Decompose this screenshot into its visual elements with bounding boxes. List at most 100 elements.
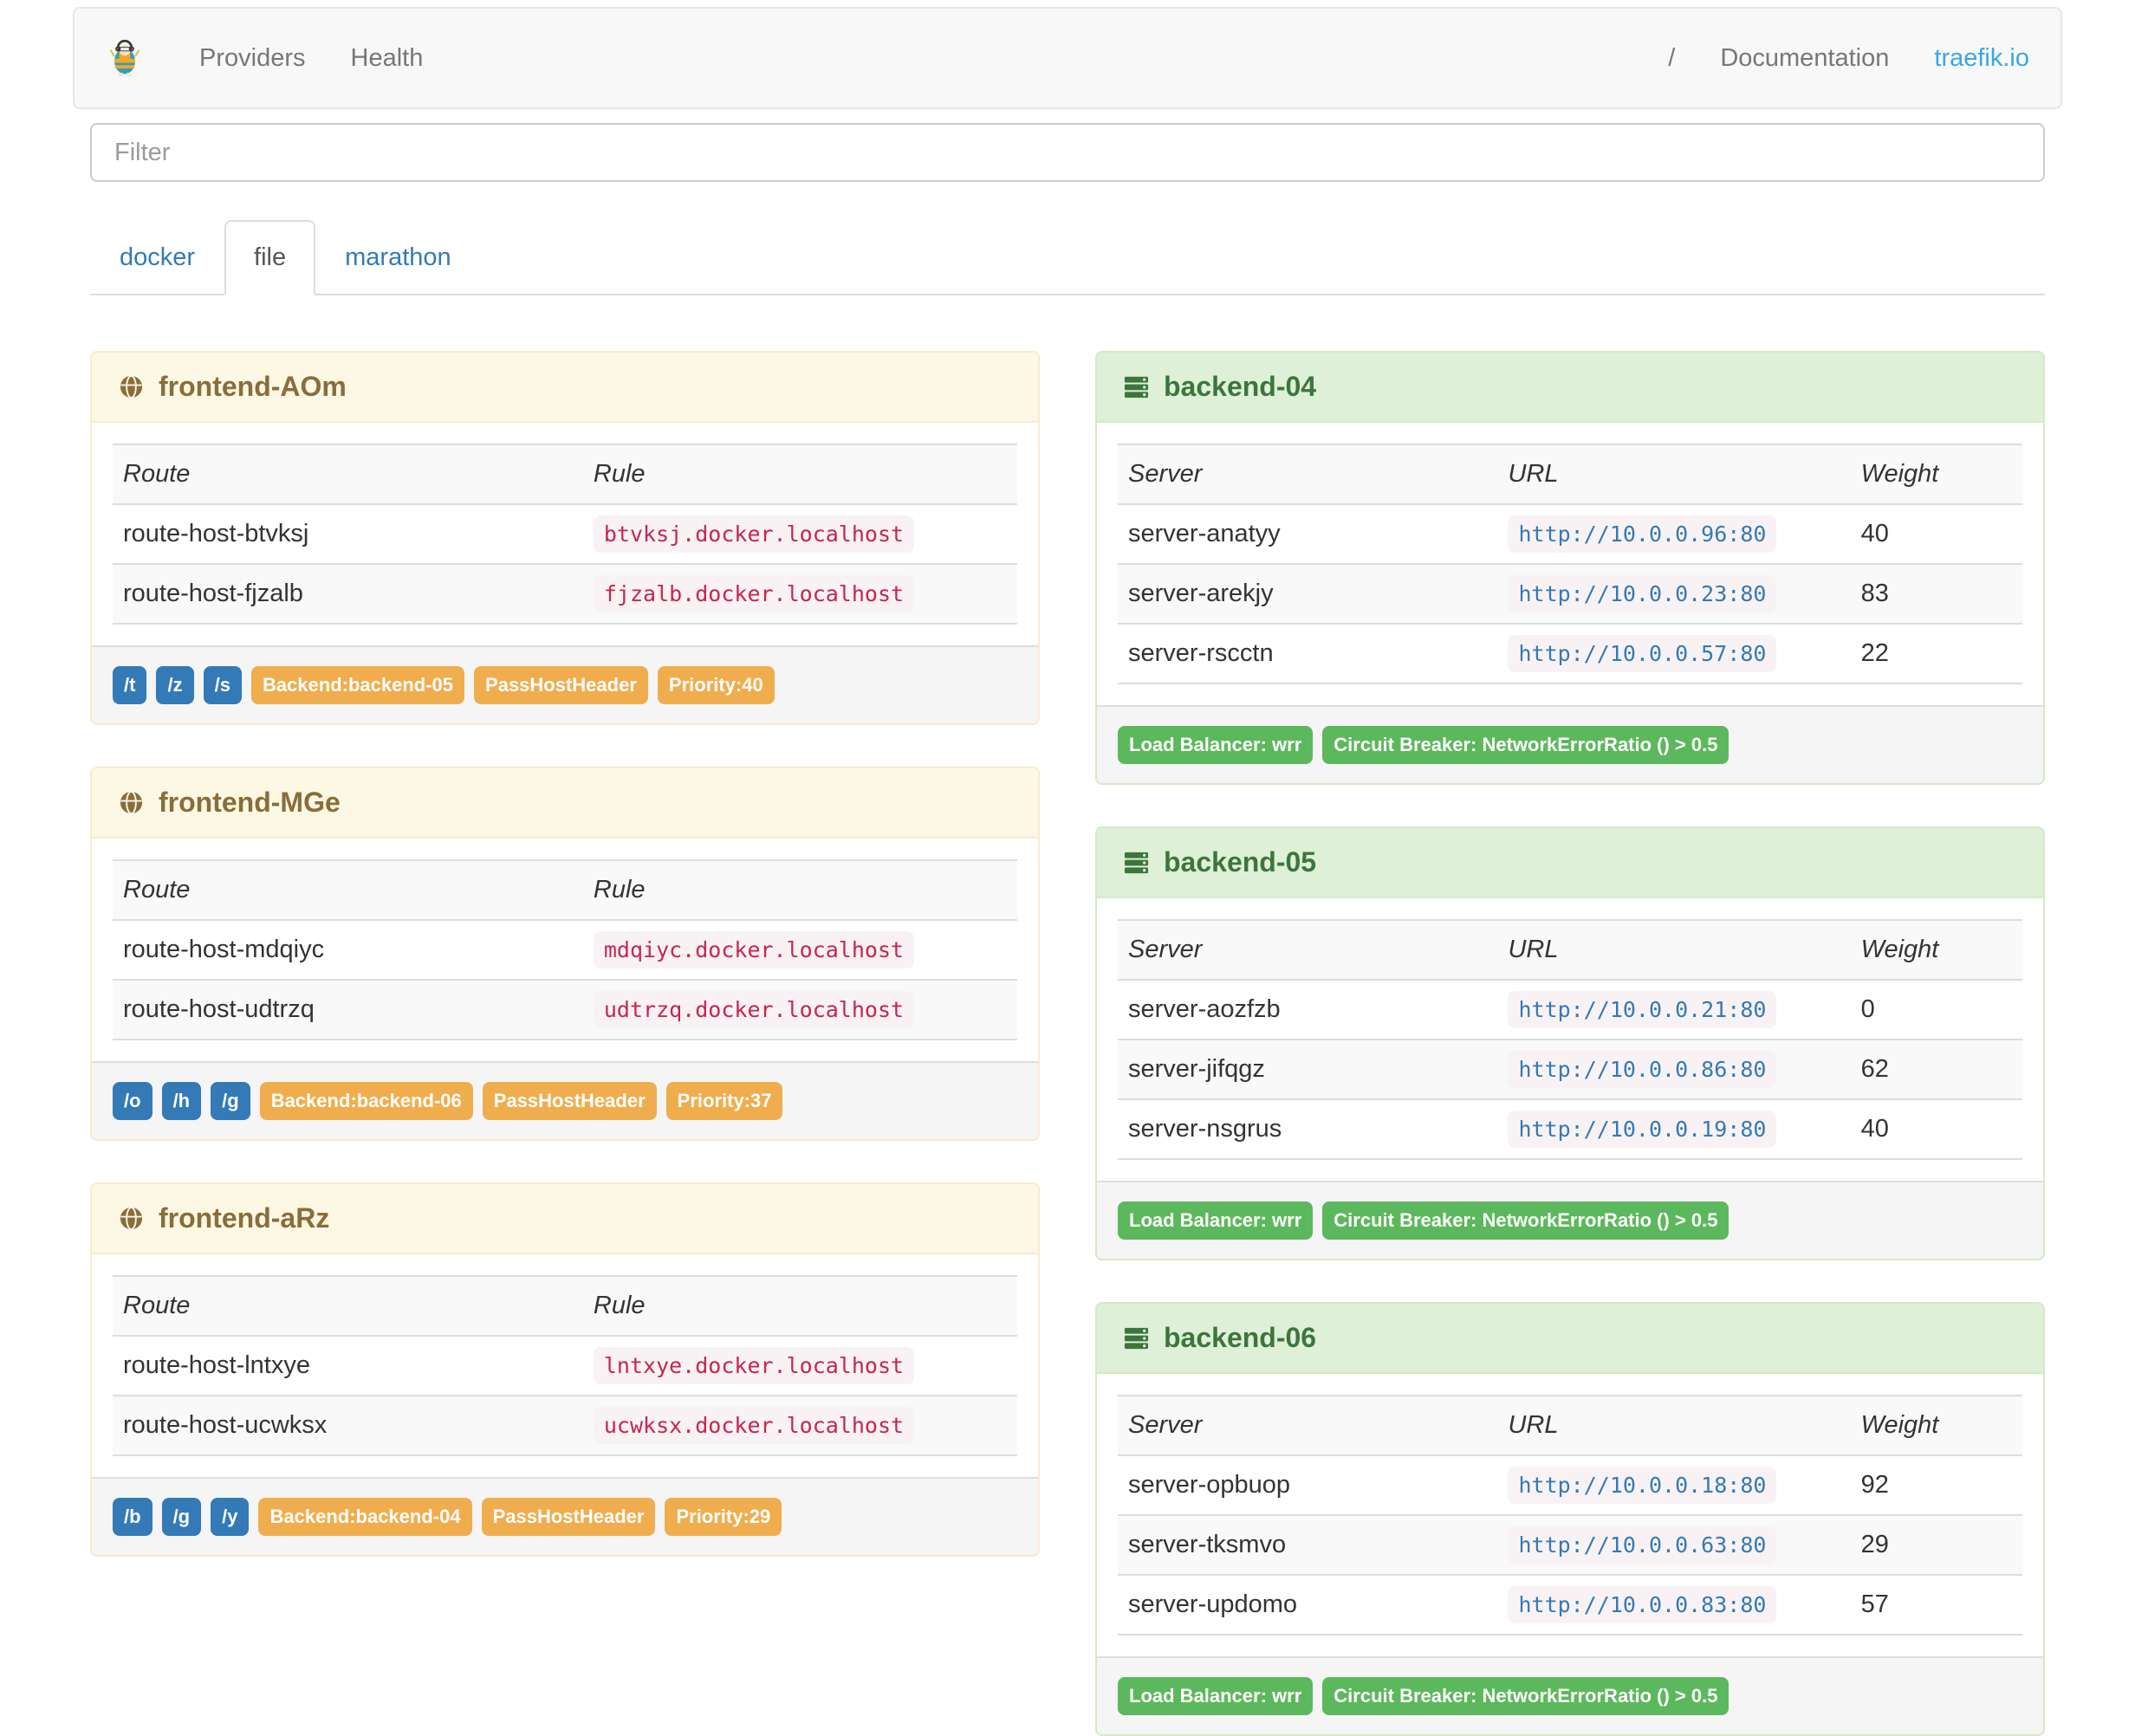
backend-title: backend-05 <box>1164 846 1317 878</box>
frontend-card-header: frontend-MGe <box>92 768 1038 839</box>
server-weight: 0 <box>1860 995 1875 1024</box>
server-icon <box>1123 849 1150 876</box>
server-url-link[interactable]: http://10.0.0.63:80 <box>1508 1526 1777 1564</box>
nav-link-health[interactable]: Health <box>350 43 424 72</box>
servers-table: Server URL Weight server-anatyy http://1… <box>1118 444 2022 685</box>
server-name: server-opbuop <box>1128 1471 1290 1500</box>
server-url-link[interactable]: http://10.0.0.23:80 <box>1508 575 1777 613</box>
servers-table: Server URL Weight server-aozfzb http://1… <box>1118 919 2022 1161</box>
entry-point-badge: /b <box>113 1498 152 1537</box>
load-balancer-tag: Load Balancer: wrr <box>1118 1202 1314 1240</box>
filter-input[interactable] <box>90 123 2045 182</box>
servers-col-server: Server <box>1128 1411 1203 1440</box>
frontend-card-header: frontend-AOm <box>92 353 1038 424</box>
table-row: server-opbuop http://10.0.0.18:80 92 <box>1118 1455 2022 1515</box>
entry-point-badge: /h <box>161 1082 202 1121</box>
globe-icon <box>118 373 145 400</box>
tab-marathon[interactable]: marathon <box>345 243 451 271</box>
server-icon <box>1123 1325 1150 1351</box>
route-name: route-host-fjzalb <box>123 580 303 608</box>
server-name: server-arekjy <box>1128 580 1274 608</box>
routes-col-route: Route <box>123 1292 191 1320</box>
nav-link-documentation[interactable]: Documentation <box>1720 43 1890 72</box>
nav-link-providers[interactable]: Providers <box>199 43 306 72</box>
server-url-link[interactable]: http://10.0.0.18:80 <box>1508 1467 1777 1505</box>
route-name: route-host-lntxye <box>123 1351 310 1380</box>
backend-card-footer: Load Balancer: wrr Circuit Breaker: Netw… <box>1097 1181 2043 1260</box>
servers-col-url: URL <box>1508 1411 1559 1440</box>
table-row: server-aozfzb http://10.0.0.21:80 0 <box>1118 980 2022 1040</box>
table-row: route-host-mdqiyc mdqiyc.docker.localhos… <box>113 920 1017 980</box>
frontend-card-footer: /o /h /g Backend:backend-06 PassHostHead… <box>92 1061 1038 1140</box>
server-name: server-nsgrus <box>1128 1115 1282 1143</box>
globe-icon <box>118 789 145 816</box>
priority-tag: Priority:29 <box>665 1498 782 1537</box>
frontend-card-body: Route Rule route-host-lntxye lntxye.dock… <box>92 1254 1038 1477</box>
backend-card-footer: Load Balancer: wrr Circuit Breaker: Netw… <box>1097 1656 2043 1735</box>
route-name: route-host-ucwksx <box>123 1411 328 1440</box>
backend-card-body: Server URL Weight server-opbuop http://1… <box>1097 1374 2043 1656</box>
server-weight: 83 <box>1860 580 1889 608</box>
servers-col-weight: Weight <box>1860 1411 1939 1440</box>
server-weight: 92 <box>1860 1471 1889 1500</box>
frontends-column: frontend-AOm Route Rule route-host-btvk <box>90 351 1040 1558</box>
routes-col-rule: Rule <box>593 1292 646 1320</box>
entry-point-badge: /g <box>211 1082 250 1121</box>
traefik-logo[interactable] <box>106 39 144 77</box>
server-url-link[interactable]: http://10.0.0.83:80 <box>1508 1586 1777 1624</box>
entry-point-badge: /s <box>203 666 242 705</box>
server-weight: 22 <box>1860 639 1889 668</box>
routes-col-rule: Rule <box>593 460 646 489</box>
globe-icon <box>118 1205 145 1232</box>
table-row: server-nsgrus http://10.0.0.19:80 40 <box>1118 1099 2022 1159</box>
load-balancer-tag: Load Balancer: wrr <box>1118 726 1314 765</box>
frontend-card-body: Route Rule route-host-mdqiyc mdqiyc.dock… <box>92 839 1038 1061</box>
backend-card-06: backend-06 Server URL Weight <box>1095 1302 2045 1736</box>
server-weight: 57 <box>1860 1590 1889 1619</box>
frontend-card-header: frontend-aRz <box>92 1184 1038 1255</box>
table-row: server-arekjy http://10.0.0.23:80 83 <box>1118 564 2022 625</box>
route-rule: mdqiyc.docker.localhost <box>593 931 915 969</box>
tab-docker[interactable]: docker <box>120 243 196 271</box>
nav-link-traefik-io[interactable]: traefik.io <box>1934 43 2029 72</box>
frontend-card-MGe: frontend-MGe Route Rule route-host-mdqi <box>90 767 1040 1142</box>
table-row: route-host-fjzalb fjzalb.docker.localhos… <box>113 564 1017 625</box>
routes-table: Route Rule route-host-mdqiyc mdqiyc.dock… <box>113 859 1017 1041</box>
tab-file[interactable]: file <box>224 220 316 296</box>
server-weight: 29 <box>1860 1531 1889 1559</box>
backends-column: backend-04 Server URL Weight <box>1095 351 2045 1736</box>
table-row: server-jifqgz http://10.0.0.86:80 62 <box>1118 1040 2022 1100</box>
priority-tag: Priority:37 <box>665 1082 783 1121</box>
provider-tabs: docker file marathon <box>90 220 2045 296</box>
server-weight: 62 <box>1860 1055 1889 1084</box>
table-row: server-tksmvo http://10.0.0.63:80 29 <box>1118 1515 2022 1576</box>
traefik-mascot-icon <box>106 39 144 77</box>
passhostheader-tag: PassHostHeader <box>474 666 648 705</box>
backend-tag: Backend:backend-06 <box>259 1082 473 1121</box>
nav-separator: / <box>1668 43 1676 72</box>
table-row: route-host-ucwksx ucwksx.docker.localhos… <box>113 1396 1017 1456</box>
servers-col-url: URL <box>1508 936 1559 964</box>
table-row: route-host-udtrzq udtrzq.docker.localhos… <box>113 980 1017 1040</box>
server-url-link[interactable]: http://10.0.0.86:80 <box>1508 1051 1777 1089</box>
server-url-link[interactable]: http://10.0.0.19:80 <box>1508 1111 1777 1149</box>
server-name: server-updomo <box>1128 1590 1298 1619</box>
server-url-link[interactable]: http://10.0.0.21:80 <box>1508 991 1777 1029</box>
server-url-link[interactable]: http://10.0.0.57:80 <box>1508 635 1777 673</box>
load-balancer-tag: Load Balancer: wrr <box>1118 1677 1314 1716</box>
backend-card-04: backend-04 Server URL Weight <box>1095 351 2045 786</box>
route-rule: ucwksx.docker.localhost <box>593 1407 915 1445</box>
routes-table: Route Rule route-host-btvksj btvksj.dock… <box>113 444 1017 625</box>
backend-card-header: backend-06 <box>1097 1304 2043 1375</box>
frontend-card-footer: /t /z /s Backend:backend-05 PassHostHead… <box>92 645 1038 724</box>
table-row: route-host-lntxye lntxye.docker.localhos… <box>113 1336 1017 1396</box>
frontend-title: frontend-MGe <box>159 787 341 819</box>
server-url-link[interactable]: http://10.0.0.96:80 <box>1508 515 1777 554</box>
entry-point-badge: /t <box>113 666 147 705</box>
circuit-breaker-tag: Circuit Breaker: NetworkErrorRatio () > … <box>1322 1677 1729 1716</box>
backend-card-footer: Load Balancer: wrr Circuit Breaker: Netw… <box>1097 705 2043 784</box>
frontend-card-body: Route Rule route-host-btvksj btvksj.dock… <box>92 423 1038 645</box>
backend-card-header: backend-04 <box>1097 353 2043 424</box>
table-row: route-host-btvksj btvksj.docker.localhos… <box>113 504 1017 564</box>
entry-point-badge: /z <box>156 666 194 705</box>
